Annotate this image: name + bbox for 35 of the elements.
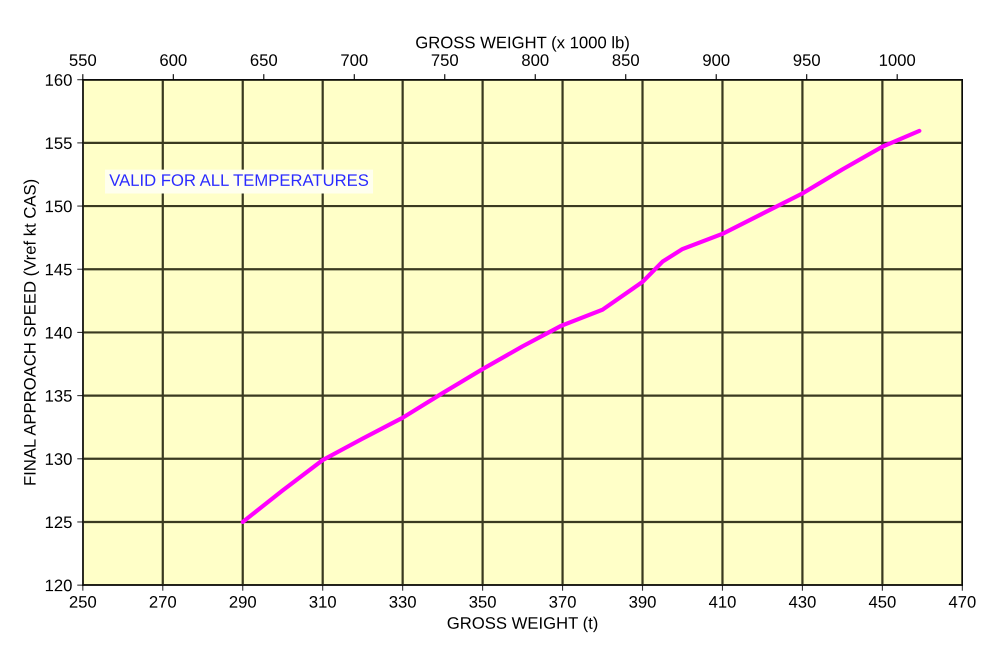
- x2-tick-label: 1000: [880, 54, 916, 66]
- x-tick-label: 310: [309, 596, 336, 608]
- x2-axis-title: GROSS WEIGHT (x 1000 lb): [416, 36, 629, 52]
- x-tick-label: 470: [948, 596, 976, 608]
- x-tick-label: 350: [469, 596, 496, 608]
- y-tick-label: 145: [46, 264, 72, 276]
- x-tick-label: 390: [629, 596, 656, 608]
- y-axis-title: FINAL APPROACH SPEED (Vref kt CAS): [24, 180, 40, 485]
- x-tick-label: 270: [150, 596, 176, 608]
- y-tick-label: 135: [46, 390, 72, 402]
- x2-tick-label: 600: [160, 54, 187, 66]
- annotation: VALID FOR ALL TEMPERATURES: [109, 174, 368, 186]
- x2-tick-label: 800: [522, 54, 548, 66]
- x-tick-label: 450: [868, 596, 896, 608]
- x-tick-label: 410: [708, 596, 736, 608]
- y-tick-label: 130: [46, 453, 72, 465]
- y-tick-label: 120: [46, 580, 72, 592]
- x2-tick-label: 950: [794, 54, 820, 66]
- x2-tick-label: 900: [703, 54, 730, 66]
- x2-tick-label: 850: [612, 54, 639, 66]
- x-tick-label: 370: [549, 596, 576, 608]
- x2-tick-label: 550: [70, 54, 96, 66]
- x2-tick-label: 750: [432, 54, 458, 66]
- y-tick-label: 125: [46, 516, 72, 528]
- y-tick-label: 160: [46, 74, 72, 86]
- y-tick-label: 155: [46, 137, 72, 150]
- x2-tick-label: 650: [250, 54, 278, 66]
- y-tick-label: 140: [46, 326, 72, 339]
- x-tick-label: 430: [788, 596, 816, 608]
- y-tick-label: 150: [46, 200, 72, 212]
- x-tick-label: 250: [70, 596, 96, 608]
- x2-tick-label: 700: [341, 54, 368, 66]
- x-tick-label: 330: [389, 596, 416, 608]
- x-axis-title: GROSS WEIGHT (t): [448, 616, 598, 632]
- x-tick-label: 290: [230, 596, 256, 608]
